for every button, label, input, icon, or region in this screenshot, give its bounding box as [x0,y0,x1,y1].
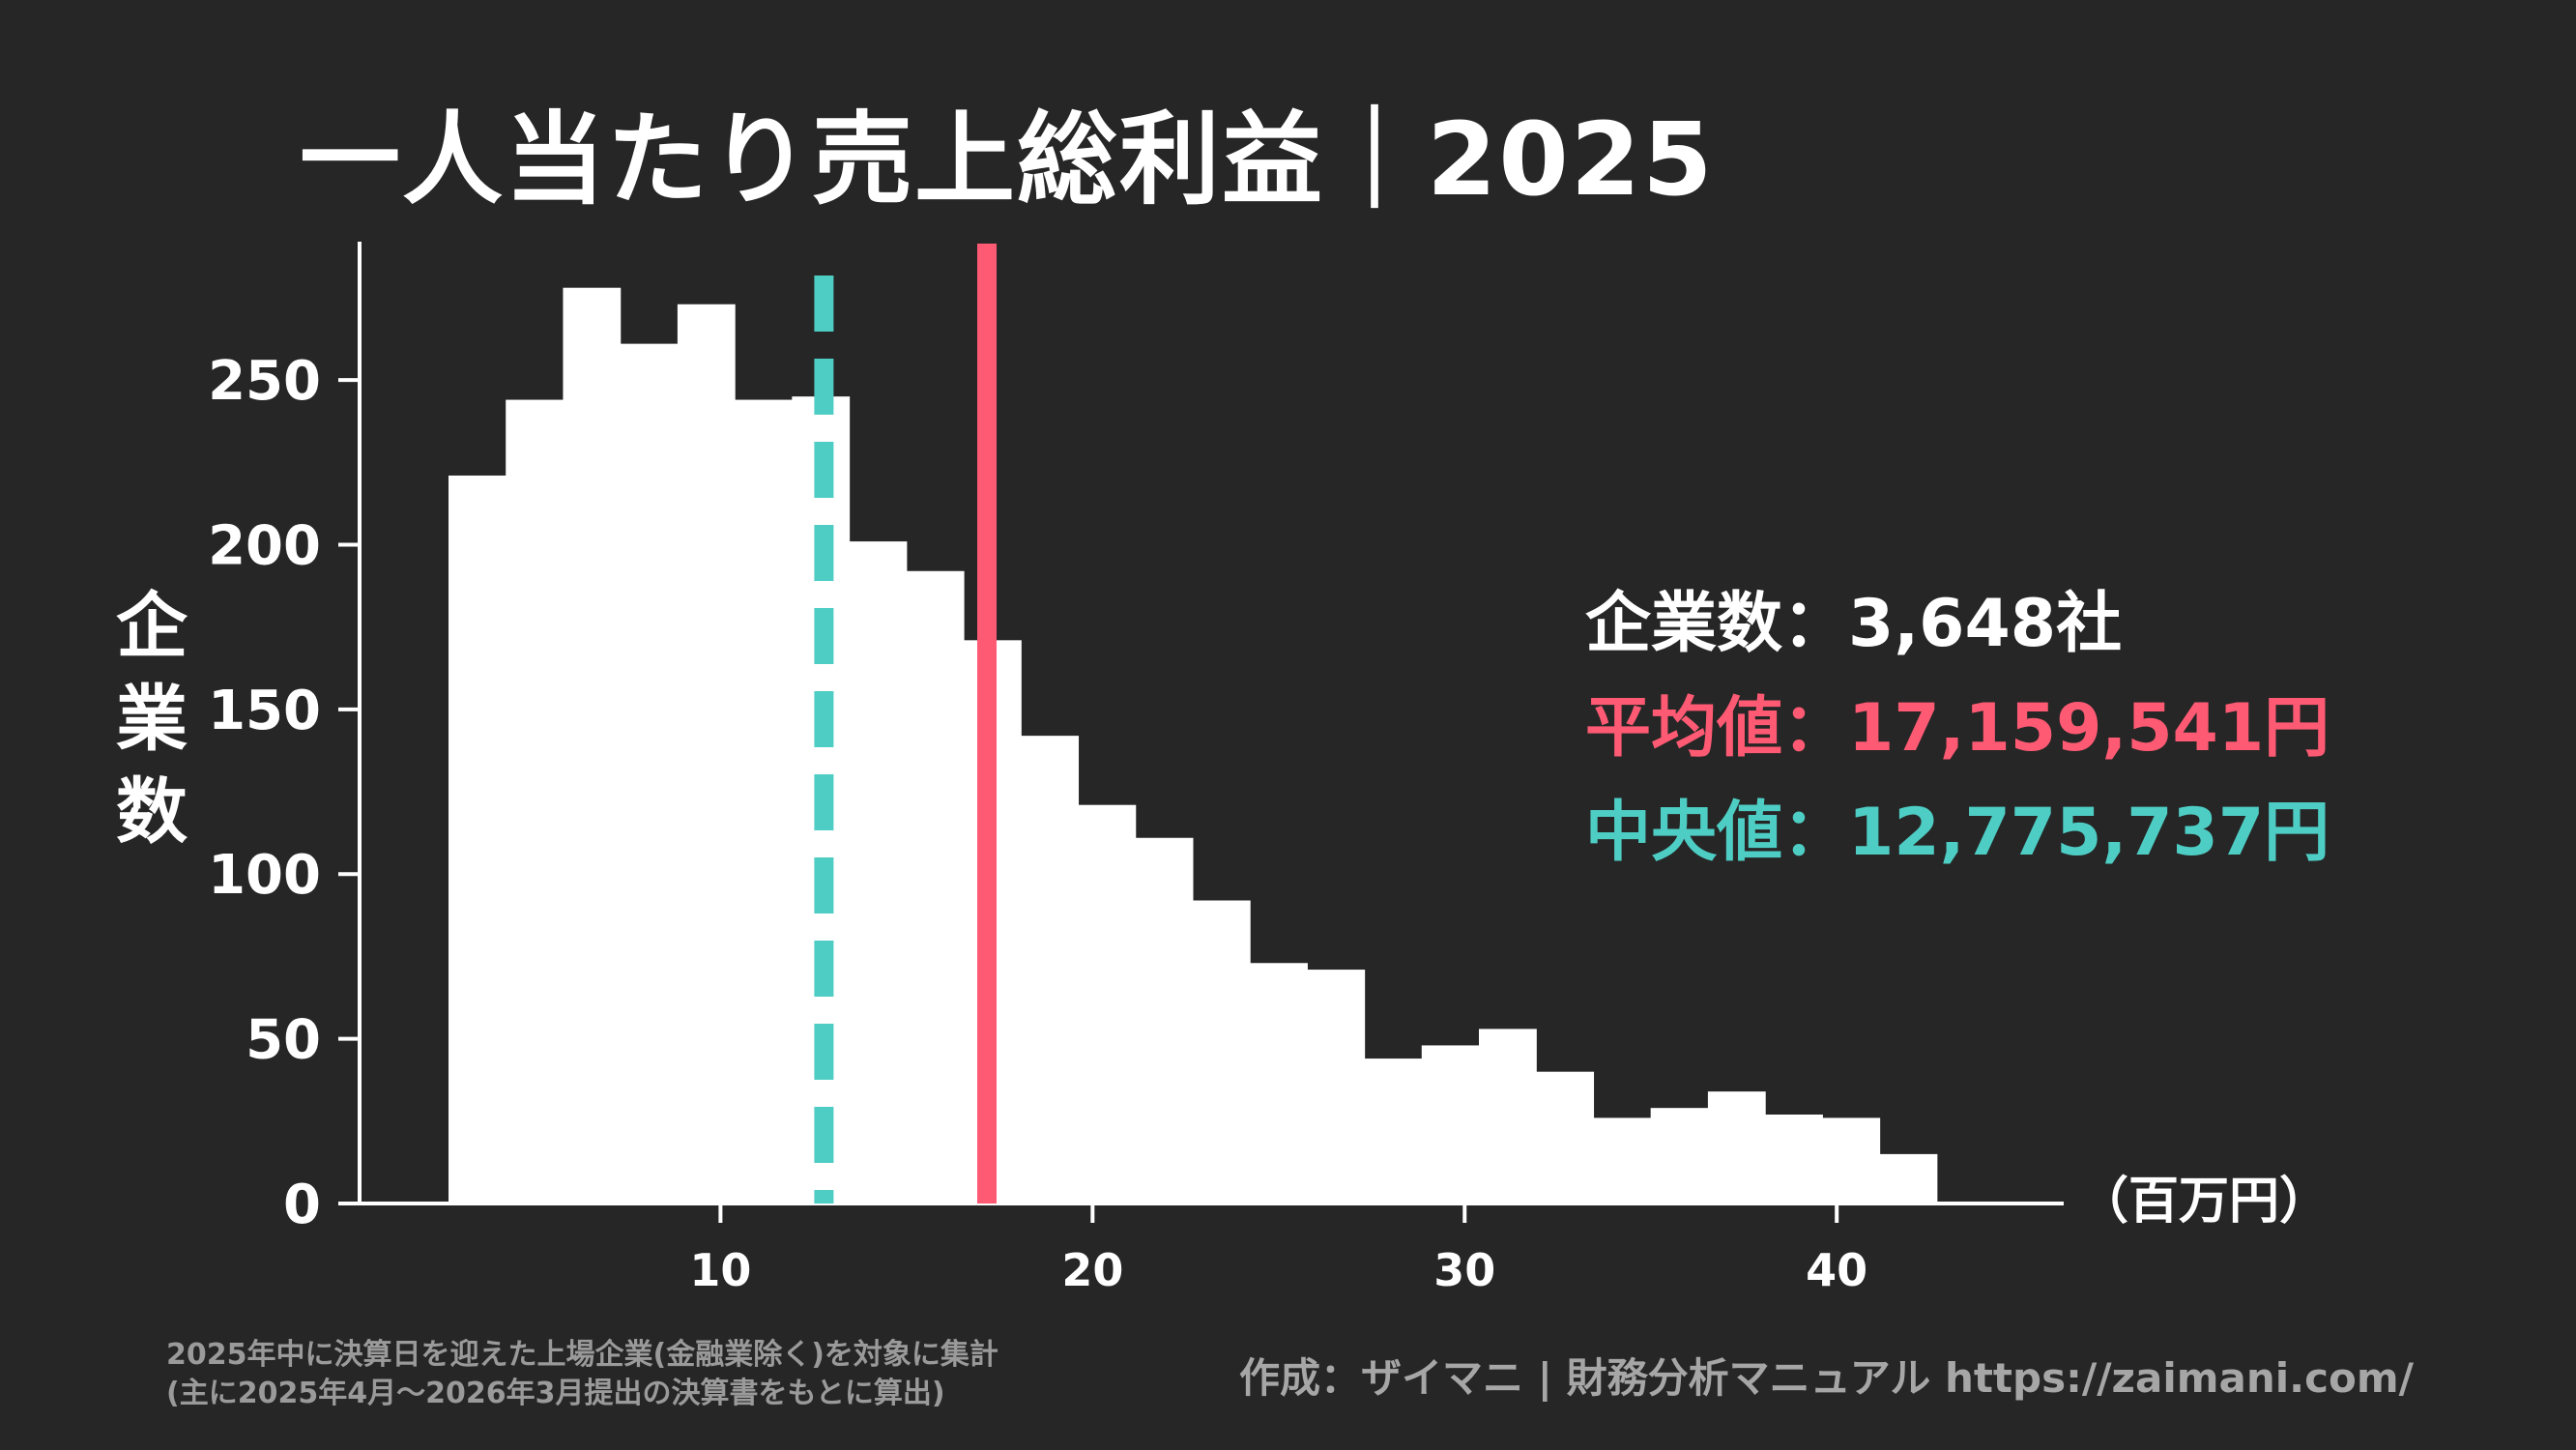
histogram-bar [563,287,622,1204]
y-tick-label: 100 [208,844,321,907]
histogram-bar [1765,1114,1823,1204]
histogram-bar [1650,1108,1709,1204]
histogram-bar [1307,970,1366,1204]
y-tick-label: 0 [283,1174,321,1236]
x-tick-label: 10 [689,1244,751,1296]
histogram-bar [1707,1091,1766,1204]
histogram-bar [906,570,965,1204]
histogram-bar [1822,1117,1881,1204]
histogram-bar [620,343,679,1204]
stat-mean: 平均値：17,159,541円 [1585,690,2330,767]
histogram-bar [1536,1071,1595,1204]
x-axis-label: （百万円） [2078,1173,2330,1231]
histogram-bar [1593,1117,1652,1204]
stat-count: 企業数：3,648社 [1585,586,2123,662]
histogram-bar [1364,1058,1423,1204]
footnote: 2025年中に決算日を迎えた上場企業(金融業除く)を対象に集計 (主に2025年… [166,1336,999,1413]
x-tick-label: 40 [1806,1244,1867,1296]
histogram-bar [1135,837,1194,1204]
y-axis-label: 企業数 [116,585,188,854]
y-tick-label: 50 [246,1009,321,1072]
chart-title: 一人当たり売上総利益｜2025 [300,101,1715,218]
x-tick-label: 30 [1433,1244,1495,1296]
y-tick-label: 150 [208,680,321,742]
histogram-bar [677,304,736,1204]
histogram-bar [1192,900,1251,1204]
histogram-bar [506,399,564,1204]
histogram-bar [735,399,793,1204]
chart-axes [338,242,2064,1223]
histogram-bar [1250,963,1308,1204]
tick-labels: 0 50 100 150 200 250 10 20 30 40 [208,350,1867,1296]
stats-panel: 企業数：3,648社 平均値：17,159,541円 中央値：12,775,73… [1585,572,2330,885]
footnote-line-2: (主に2025年4月～2026年3月提出の決算書をもとに算出) [166,1377,945,1410]
y-tick-label: 250 [208,350,321,413]
histogram-bar [1078,804,1137,1204]
histogram-bar [1879,1153,1938,1204]
x-tick-label: 20 [1061,1244,1123,1296]
histogram-bar [1421,1045,1480,1204]
histogram-bar [448,475,507,1204]
histogram-bar [1478,1029,1537,1204]
histogram-bar [849,541,908,1204]
reference-lines [814,244,997,1204]
credit-text: 作成：ザイマニ | 財務分析マニュアル https://zaimani.com/ [1239,1354,2414,1402]
y-tick-label: 200 [208,514,321,577]
stat-median: 中央値：12,775,737円 [1585,795,2330,871]
footnote-line-1: 2025年中に決算日を迎えた上場企業(金融業除く)を対象に集計 [166,1338,999,1372]
histogram-bar [1021,736,1080,1204]
